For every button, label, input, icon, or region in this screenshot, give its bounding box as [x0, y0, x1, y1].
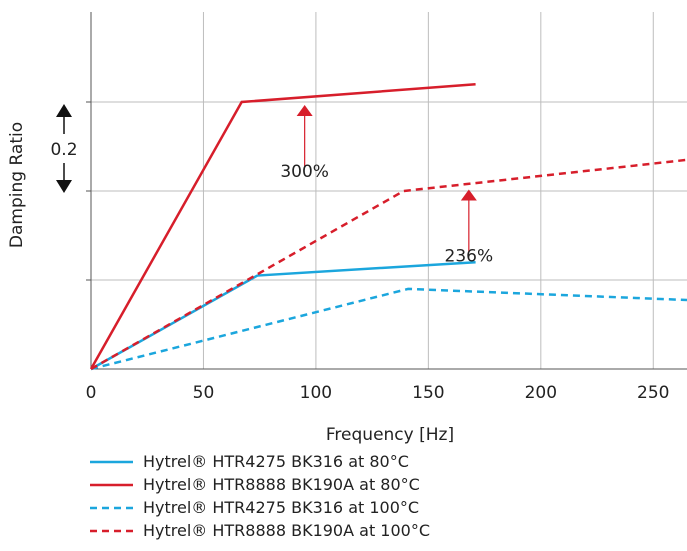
scale-up-arrow	[56, 104, 72, 117]
grid	[86, 12, 687, 370]
scale-label: 0.2	[50, 140, 77, 160]
scale-down-arrow	[56, 180, 72, 193]
legend-label: Hytrel® HTR8888 BK190A at 100°C	[143, 521, 430, 540]
annotation-arrow-head	[296, 105, 313, 116]
x-tick-label: 0	[86, 383, 97, 403]
y-axis-label: Damping Ratio	[7, 122, 27, 248]
x-tick-labels: 0 50 100 150 200 250	[86, 383, 670, 403]
x-tick-label: 200	[525, 383, 557, 403]
legend-label: Hytrel® HTR4275 BK316 at 80°C	[143, 452, 409, 471]
x-tick-label: 250	[637, 383, 669, 403]
series-lines	[89, 82, 687, 371]
x-tick-label: 100	[300, 383, 332, 403]
legend-label: Hytrel® HTR4275 BK316 at 100°C	[143, 498, 419, 517]
annotation-arrow-head	[460, 189, 477, 201]
annotations: 300% 236%	[280, 105, 493, 267]
annotation-label: 300%	[280, 162, 329, 182]
legend: Hytrel® HTR4275 BK316 at 80°C Hytrel® HTR…	[90, 452, 430, 540]
legend-label: Hytrel® HTR8888 BK190A at 80°C	[143, 475, 420, 494]
scale-indicator: 0.2	[50, 104, 78, 193]
x-tick-label: 150	[412, 383, 444, 403]
series-line	[90, 287, 687, 371]
x-axis-label: Frequency [Hz]	[326, 425, 454, 445]
series-line	[89, 82, 476, 370]
x-tick-label: 50	[193, 383, 215, 403]
series-line	[90, 260, 476, 371]
annotation-label: 236%	[445, 247, 494, 267]
